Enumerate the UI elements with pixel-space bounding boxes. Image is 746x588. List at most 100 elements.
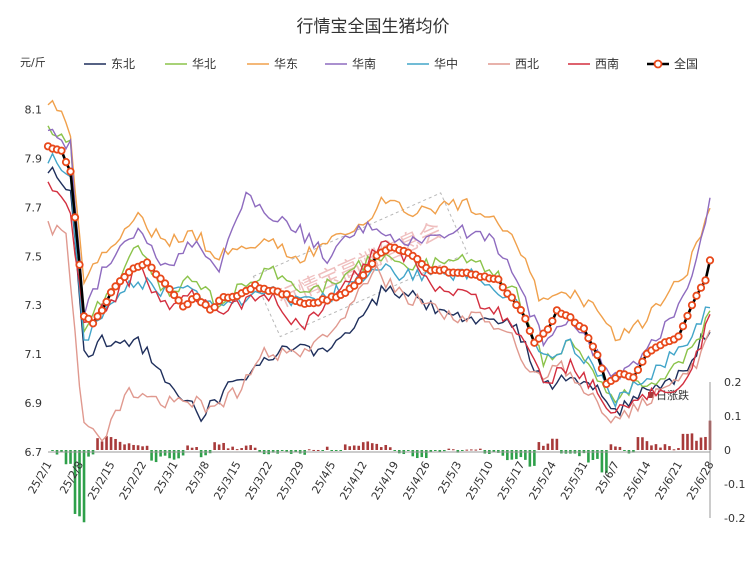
change-bar bbox=[141, 446, 144, 450]
series-point-全国 bbox=[534, 334, 543, 343]
change-bar bbox=[132, 444, 135, 450]
series-point-全国 bbox=[696, 283, 706, 292]
series-point-全国 bbox=[687, 301, 697, 310]
change-bar bbox=[447, 448, 451, 450]
change-bar bbox=[650, 445, 653, 450]
y-tick-label: 7.5 bbox=[25, 250, 43, 263]
change-bar bbox=[609, 444, 613, 450]
change-bar bbox=[551, 438, 554, 450]
series-point-全国 bbox=[359, 271, 368, 280]
change-bar bbox=[195, 447, 198, 450]
series-point-全国 bbox=[521, 314, 530, 323]
change-bar bbox=[109, 437, 113, 450]
change-bar bbox=[339, 450, 343, 451]
series-point-全国 bbox=[57, 146, 66, 155]
y2-tick-label: 0.1 bbox=[724, 410, 742, 423]
series-point-全国 bbox=[61, 157, 71, 167]
chart-title: 行情宝全国生猪均价 bbox=[297, 17, 450, 37]
series-point-全国 bbox=[498, 283, 507, 292]
change-bar bbox=[172, 450, 176, 460]
series-point-全国 bbox=[160, 279, 170, 288]
x-tick-label: 25/6/21 bbox=[653, 459, 685, 502]
series-point-全国 bbox=[354, 276, 363, 285]
change-bar bbox=[420, 450, 424, 458]
series-point-全国 bbox=[111, 282, 120, 291]
series-point-全国 bbox=[633, 365, 643, 375]
series-point-全国 bbox=[156, 274, 165, 283]
change-bar bbox=[452, 449, 455, 451]
series-line-西北 bbox=[47, 220, 711, 442]
x-tick-label: 25/6/7 bbox=[593, 459, 622, 496]
series-point-全国 bbox=[683, 311, 692, 321]
change-bar bbox=[686, 433, 689, 450]
x-tick-label: 25/4/19 bbox=[369, 459, 401, 502]
change-bar bbox=[159, 450, 162, 457]
change-bar bbox=[199, 450, 203, 458]
series-point-全国 bbox=[678, 322, 688, 331]
legend-label-华南: 华南 bbox=[352, 56, 376, 71]
change-bar bbox=[591, 450, 595, 460]
series-line-西南 bbox=[47, 181, 711, 414]
series-point-全国 bbox=[165, 285, 174, 294]
change-bar bbox=[105, 436, 108, 450]
y2-tick-label: 0 bbox=[724, 444, 731, 457]
series-point-全国 bbox=[512, 300, 521, 310]
change-bar bbox=[461, 450, 464, 451]
series-point-全国 bbox=[147, 263, 156, 272]
series-line-华北 bbox=[47, 125, 711, 404]
change-bar bbox=[438, 450, 442, 452]
change-bar bbox=[433, 450, 437, 451]
series-point-全国 bbox=[548, 316, 557, 326]
change-bar bbox=[366, 441, 370, 450]
change-bar bbox=[348, 446, 352, 450]
series-point-全国 bbox=[70, 213, 80, 222]
y-tick-label: 6.7 bbox=[25, 446, 43, 459]
change-bar bbox=[533, 450, 536, 466]
change-bar bbox=[654, 444, 658, 450]
change-bar bbox=[672, 449, 676, 451]
change-bar bbox=[330, 450, 334, 451]
series-point-全国 bbox=[183, 300, 192, 309]
x-tick-label: 25/3/8 bbox=[183, 459, 212, 496]
change-bar bbox=[479, 448, 482, 450]
x-tick-label: 25/3/1 bbox=[152, 459, 181, 496]
legend-label-东北: 东北 bbox=[111, 57, 135, 71]
change-bar bbox=[501, 450, 505, 456]
change-bar bbox=[519, 450, 523, 458]
change-bar bbox=[379, 447, 383, 450]
series-point-全国 bbox=[66, 167, 75, 176]
change-bar bbox=[307, 449, 311, 451]
series-point-全国 bbox=[525, 326, 534, 335]
change-bar bbox=[334, 450, 338, 451]
change-bar bbox=[555, 438, 559, 450]
change-bar bbox=[253, 447, 257, 450]
legend-label-全国: 全国 bbox=[674, 56, 698, 71]
series-point-全国 bbox=[120, 272, 129, 282]
y-axis-label: 元/斤 bbox=[20, 56, 46, 69]
y-tick-label: 7.7 bbox=[25, 201, 43, 214]
x-tick-label: 25/4/5 bbox=[309, 459, 338, 496]
change-bar bbox=[60, 450, 63, 452]
change-bar bbox=[384, 444, 388, 450]
x-tick-label: 25/2/22 bbox=[117, 459, 149, 502]
y-tick-label: 8.1 bbox=[25, 103, 43, 116]
change-bar bbox=[271, 450, 275, 453]
change-bar bbox=[163, 450, 167, 456]
change-bar bbox=[73, 450, 77, 514]
change-bar bbox=[537, 442, 541, 450]
change-bar bbox=[618, 446, 622, 450]
series-line-东北 bbox=[47, 165, 711, 423]
series-point-全国 bbox=[192, 292, 201, 301]
change-bar bbox=[614, 446, 617, 450]
change-bar bbox=[690, 433, 694, 450]
y2-tick-label: -0.1 bbox=[724, 478, 745, 491]
change-bar bbox=[681, 433, 685, 450]
change-bar bbox=[127, 443, 131, 450]
change-bar bbox=[406, 450, 410, 451]
change-bar bbox=[429, 450, 433, 452]
series-point-全国 bbox=[106, 288, 116, 297]
change-bar bbox=[285, 450, 288, 452]
change-bar bbox=[217, 444, 221, 450]
series-point-全国 bbox=[282, 290, 291, 299]
x-tick-label: 25/6/14 bbox=[621, 459, 653, 502]
